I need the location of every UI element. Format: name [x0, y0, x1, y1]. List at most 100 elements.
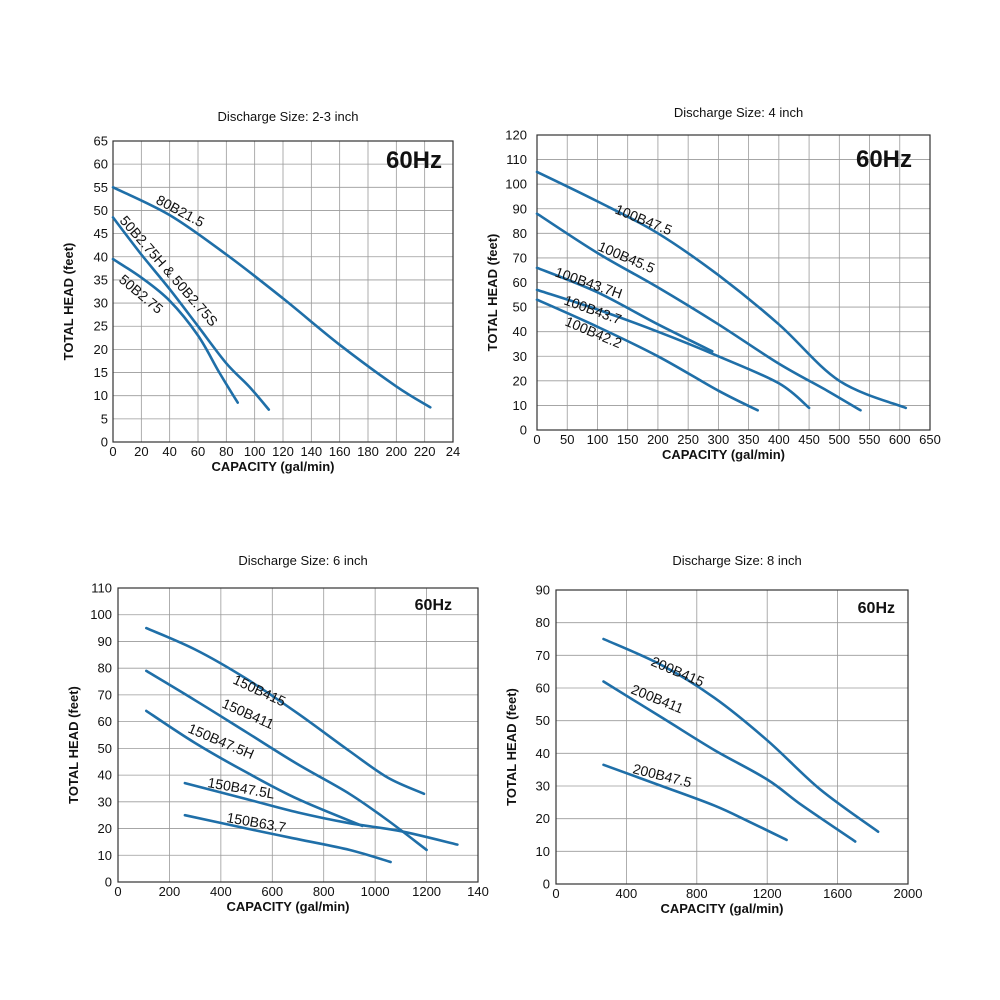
- y-tick-label: 20: [513, 373, 527, 388]
- x-tick-label: 220: [414, 444, 436, 459]
- y-tick-label: 30: [536, 779, 550, 794]
- x-tick-label: 20: [134, 444, 148, 459]
- y-tick-label: 20: [94, 342, 108, 357]
- curve-200b415: [602, 637, 880, 833]
- x-tick-label: 0: [109, 444, 116, 459]
- x-tick-label: 200: [385, 444, 407, 459]
- y-tick-label: 100: [90, 607, 112, 622]
- y-tick-label: 120: [505, 128, 527, 143]
- x-tick-label: 50: [560, 432, 574, 447]
- y-tick-label: 50: [536, 713, 550, 728]
- x-tick-label: 160: [329, 444, 351, 459]
- y-tick-label: 40: [98, 768, 112, 783]
- y-tick-label: 80: [98, 661, 112, 676]
- chart-title: Discharge Size: 2-3 inch: [218, 109, 359, 124]
- frequency-label: 60Hz: [415, 597, 452, 614]
- y-tick-label: 80: [536, 615, 550, 630]
- curve-100b47-5: [535, 170, 908, 410]
- x-tick-label: 300: [708, 432, 730, 447]
- x-tick-label: 1000: [361, 884, 390, 899]
- y-tick-label: 65: [94, 134, 108, 149]
- x-tick-label: 120: [272, 444, 294, 459]
- x-tick-label: 40: [162, 444, 176, 459]
- x-tick-label: 0: [552, 886, 559, 901]
- x-tick-label: 140: [300, 444, 322, 459]
- x-axis-label: CAPACITY (gal/min): [662, 447, 785, 462]
- frequency-label: 60Hz: [386, 147, 442, 174]
- x-tick-label: 600: [889, 432, 911, 447]
- chart-title: Discharge Size: 6 inch: [238, 553, 367, 568]
- y-tick-label: 10: [98, 848, 112, 863]
- y-tick-label: 90: [513, 201, 527, 216]
- curve-150b63-7: [183, 813, 392, 864]
- y-axis-label: TOTAL HEAD (feet): [61, 243, 76, 361]
- series-label-200b411: 200B411: [629, 681, 686, 717]
- y-tick-label: 40: [536, 746, 550, 761]
- x-tick-label: 600: [261, 884, 283, 899]
- curve-150b47-5h: [145, 709, 364, 828]
- y-tick-label: 40: [513, 324, 527, 339]
- y-tick-label: 70: [98, 687, 112, 702]
- series-label-100b47-5: 100B47.5: [613, 201, 675, 238]
- plot-frame: [555, 589, 909, 885]
- x-tick-label: 250: [677, 432, 699, 447]
- x-tick-label: 1200: [753, 886, 782, 901]
- curve-50b2-75h-50b2-75s: [111, 216, 271, 411]
- x-tick-label: 350: [738, 432, 760, 447]
- y-tick-label: 0: [543, 877, 550, 892]
- y-axis-label: TOTAL HEAD (feet): [504, 688, 519, 806]
- chart-title: Discharge Size: 4 inch: [674, 105, 803, 120]
- plot-frame: [536, 134, 931, 431]
- curve-200b47-5: [602, 763, 788, 842]
- curve-100b43-7: [535, 288, 811, 410]
- series-label-200b415: 200B415: [649, 653, 707, 690]
- y-tick-label: 5: [101, 411, 108, 426]
- y-tick-label: 90: [98, 634, 112, 649]
- y-tick-label: 110: [506, 152, 527, 167]
- y-tick-label: 10: [94, 388, 108, 403]
- x-tick-label: 800: [686, 886, 708, 901]
- y-tick-label: 10: [536, 844, 550, 859]
- x-tick-label: 100: [244, 444, 266, 459]
- y-tick-label: 50: [98, 741, 112, 756]
- y-tick-label: 60: [94, 157, 108, 172]
- y-tick-label: 55: [94, 180, 108, 195]
- curve-100b43-7h: [535, 266, 714, 353]
- x-tick-label: 800: [313, 884, 335, 899]
- y-tick-label: 25: [94, 319, 108, 334]
- y-tick-label: 80: [513, 226, 527, 241]
- y-tick-label: 0: [101, 435, 108, 450]
- x-tick-label: 550: [859, 432, 881, 447]
- x-tick-label: 500: [828, 432, 850, 447]
- y-axis-label: TOTAL HEAD (feet): [485, 234, 500, 352]
- x-tick-label: 0: [114, 884, 121, 899]
- x-tick-label: 200: [159, 884, 181, 899]
- y-tick-label: 15: [94, 365, 108, 380]
- y-tick-label: 0: [105, 875, 112, 890]
- y-tick-label: 20: [98, 821, 112, 836]
- x-tick-label: 24: [446, 444, 460, 459]
- y-tick-label: 90: [536, 583, 550, 598]
- y-axis-label: TOTAL HEAD (feet): [66, 686, 81, 804]
- curve-150b415: [145, 626, 426, 796]
- x-tick-label: 400: [768, 432, 790, 447]
- chart-title: Discharge Size: 8 inch: [672, 553, 801, 568]
- plot-frame: [117, 587, 479, 883]
- y-tick-label: 110: [91, 581, 112, 596]
- y-tick-label: 35: [94, 272, 108, 287]
- y-tick-label: 40: [94, 249, 108, 264]
- y-tick-label: 70: [536, 648, 550, 663]
- x-tick-label: 400: [210, 884, 232, 899]
- x-axis-label: CAPACITY (gal/min): [211, 459, 334, 474]
- y-tick-label: 0: [520, 423, 527, 438]
- frequency-label: 60Hz: [856, 146, 912, 173]
- curve-150b47-5l: [183, 781, 459, 846]
- x-tick-label: 150: [617, 432, 639, 447]
- y-tick-label: 60: [98, 714, 112, 729]
- x-tick-label: 1600: [823, 886, 852, 901]
- frequency-label: 60Hz: [858, 600, 895, 617]
